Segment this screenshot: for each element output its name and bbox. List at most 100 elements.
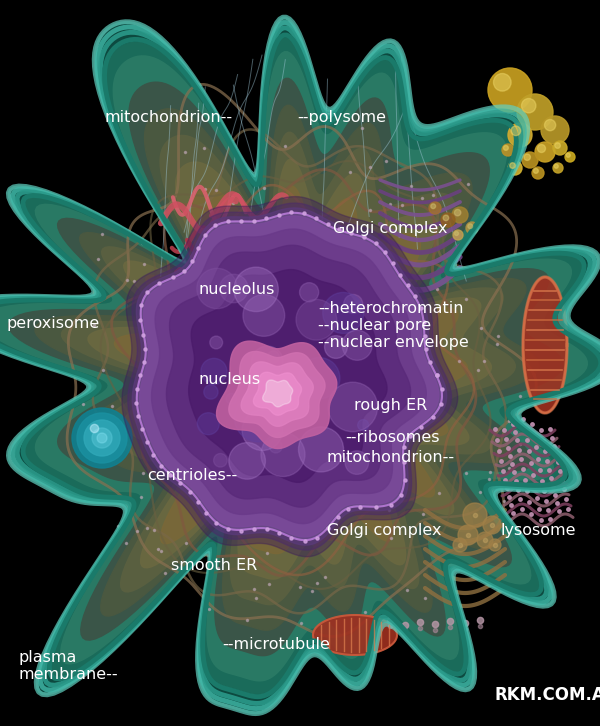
Text: lysosome: lysosome (501, 523, 577, 538)
Circle shape (137, 372, 173, 408)
Circle shape (508, 161, 522, 175)
Circle shape (72, 408, 132, 468)
Circle shape (197, 269, 237, 309)
Text: smooth ER: smooth ER (171, 558, 257, 573)
Circle shape (299, 378, 322, 400)
Circle shape (229, 443, 265, 479)
Polygon shape (88, 159, 491, 579)
Circle shape (226, 393, 237, 404)
Polygon shape (263, 380, 293, 407)
Text: --polysome: --polysome (297, 110, 386, 126)
Circle shape (453, 230, 463, 240)
Text: rough ER: rough ER (354, 398, 427, 413)
Circle shape (283, 383, 307, 408)
Circle shape (466, 222, 478, 234)
Polygon shape (0, 52, 587, 681)
Circle shape (521, 99, 536, 113)
Circle shape (204, 385, 218, 399)
Text: nucleus: nucleus (198, 372, 260, 388)
Circle shape (344, 295, 363, 314)
Circle shape (468, 224, 473, 229)
Circle shape (535, 142, 555, 162)
Circle shape (342, 330, 372, 360)
Circle shape (328, 382, 377, 432)
Circle shape (538, 144, 545, 152)
Polygon shape (140, 216, 439, 537)
Polygon shape (253, 372, 302, 415)
Circle shape (510, 163, 515, 168)
Text: RKM.COM.AU: RKM.COM.AU (495, 686, 600, 704)
Circle shape (541, 116, 569, 144)
Text: nucleolus: nucleolus (198, 282, 274, 297)
Polygon shape (0, 17, 600, 714)
Circle shape (488, 68, 532, 112)
Circle shape (443, 215, 449, 221)
Circle shape (325, 335, 347, 359)
Polygon shape (128, 203, 451, 550)
Polygon shape (35, 105, 539, 630)
Circle shape (545, 120, 556, 131)
Circle shape (97, 433, 107, 443)
Circle shape (453, 538, 467, 552)
Circle shape (429, 202, 441, 214)
Circle shape (502, 144, 514, 156)
Circle shape (220, 274, 248, 303)
Text: peroxisome: peroxisome (6, 316, 99, 331)
Circle shape (463, 503, 487, 527)
Circle shape (269, 440, 282, 453)
Circle shape (511, 126, 521, 136)
Circle shape (77, 413, 127, 463)
Circle shape (441, 213, 455, 227)
Circle shape (261, 433, 305, 476)
Polygon shape (8, 78, 563, 656)
Circle shape (553, 141, 567, 155)
Polygon shape (229, 351, 325, 438)
Circle shape (243, 295, 284, 336)
Circle shape (533, 168, 538, 174)
Text: Golgi complex: Golgi complex (333, 221, 448, 237)
Circle shape (358, 420, 368, 431)
Polygon shape (115, 187, 467, 554)
Circle shape (150, 398, 170, 418)
Circle shape (345, 451, 368, 474)
Circle shape (197, 412, 220, 435)
Text: mitochondrion--: mitochondrion-- (327, 450, 455, 465)
Circle shape (242, 410, 283, 450)
Circle shape (235, 394, 283, 442)
Polygon shape (241, 362, 313, 426)
Circle shape (92, 428, 112, 448)
Circle shape (299, 282, 319, 302)
Circle shape (296, 299, 337, 340)
Circle shape (298, 427, 344, 472)
Circle shape (493, 73, 511, 91)
Polygon shape (312, 284, 358, 306)
Circle shape (84, 420, 120, 456)
Circle shape (458, 525, 478, 545)
Polygon shape (166, 245, 410, 507)
Circle shape (251, 346, 283, 378)
Circle shape (554, 164, 558, 168)
Text: Golgi complex: Golgi complex (327, 523, 442, 538)
Polygon shape (523, 277, 567, 413)
Circle shape (455, 232, 458, 235)
Circle shape (483, 516, 501, 534)
Polygon shape (329, 287, 375, 309)
Text: --ribosomes: --ribosomes (345, 430, 439, 445)
Circle shape (323, 293, 364, 333)
Circle shape (555, 143, 560, 148)
Circle shape (210, 336, 223, 349)
Text: --nuclear envelope: --nuclear envelope (318, 335, 469, 351)
Polygon shape (188, 269, 387, 482)
Polygon shape (137, 213, 442, 540)
Circle shape (532, 167, 544, 179)
Circle shape (268, 351, 279, 362)
Circle shape (566, 153, 570, 158)
Circle shape (214, 454, 227, 467)
Circle shape (522, 152, 538, 168)
Polygon shape (62, 132, 515, 605)
Text: --nuclear pore: --nuclear pore (318, 318, 431, 333)
Text: --microtubule: --microtubule (222, 637, 330, 653)
Circle shape (201, 359, 227, 384)
Circle shape (508, 123, 532, 147)
Text: mitochondrion--: mitochondrion-- (105, 110, 233, 126)
